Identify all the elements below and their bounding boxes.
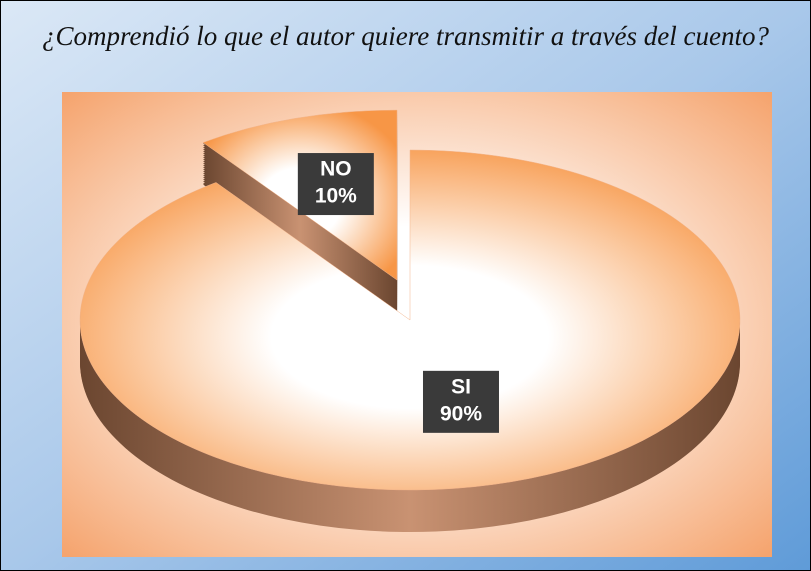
label-box	[422, 370, 499, 433]
pie: NO 10% SI 90%	[79, 109, 741, 532]
data-label-category: SI	[451, 375, 471, 398]
data-label-value: 10%	[315, 185, 357, 208]
slice	[79, 149, 741, 491]
title-box: ¿Comprendió lo que el autor quiere trans…	[42, 21, 769, 51]
data-label-value: 90%	[440, 402, 482, 425]
label-box	[297, 153, 374, 216]
data-label-category: NO	[320, 158, 352, 181]
chart-title: ¿Comprendió lo que el autor quiere trans…	[42, 21, 769, 51]
